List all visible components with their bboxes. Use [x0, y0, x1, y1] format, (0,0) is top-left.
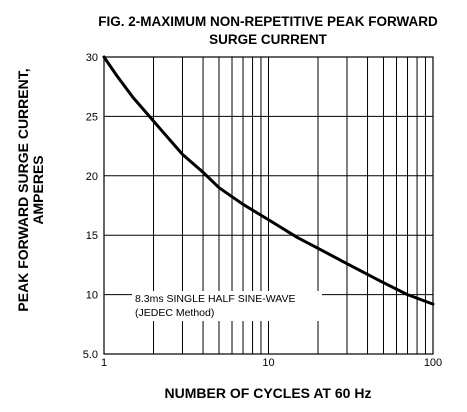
y-tick-label: 25 [86, 111, 98, 123]
y-tick-label: 30 [86, 52, 98, 64]
y-axis-title-line2: AMPERES [30, 155, 46, 224]
annotation-background [132, 291, 322, 321]
x-tick-label: 100 [424, 357, 442, 369]
y-tick-label: 10 [86, 290, 98, 302]
y-axis-title-line1: PEAK FORWARD SURGE CURRENT, [15, 68, 31, 311]
x-tick-label: 1 [101, 357, 107, 369]
y-axis-title: PEAK FORWARD SURGE CURRENT, AMPERES [15, 68, 46, 311]
plot-frame [103, 56, 434, 355]
annotation-line2: (JEDEC Method) [135, 307, 214, 319]
chart-subtitle: SURGE CURRENT [209, 32, 328, 47]
series-layer [102, 55, 435, 306]
y-tick-label: 20 [86, 171, 98, 183]
x-tick-label: 10 [262, 357, 274, 369]
y-tick-label: 5.0 [83, 349, 98, 361]
tick-labels: 5.0 10 15 20 25 30 1 10 100 [83, 52, 442, 369]
chart-title: FIG. 2-MAXIMUM NON-REPETITIVE PEAK FORWA… [98, 14, 438, 29]
annotation-line1: 8.3ms SINGLE HALF SINE-WAVE [135, 293, 295, 305]
series-line [102, 55, 435, 306]
annotation: 8.3ms SINGLE HALF SINE-WAVE (JEDEC Metho… [132, 291, 322, 321]
x-axis-title: NUMBER OF CYCLES AT 60 Hz [165, 385, 372, 401]
y-tick-label: 15 [86, 230, 98, 242]
